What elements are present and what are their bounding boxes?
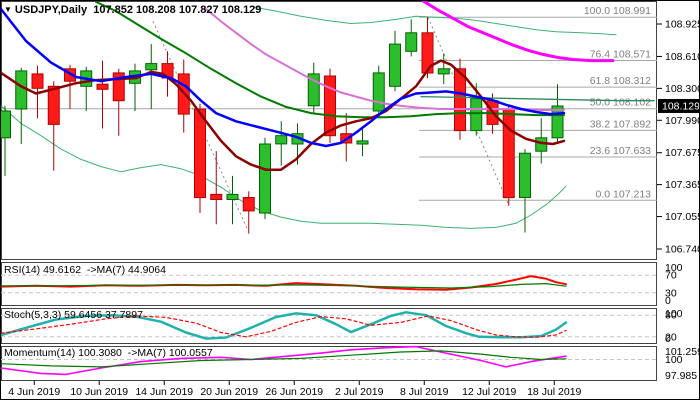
candle-body [324,75,336,137]
candle-body [31,73,44,89]
candle-body [421,32,434,74]
fib-level-label: 23.6 107.633 [590,145,651,157]
candle-body [275,135,288,145]
candle-body [47,85,60,125]
momentum-axis-label: 97.985 [665,370,697,382]
stoch-axis-label: 0 [665,333,671,345]
envelope-lower [1,105,567,229]
candle-body [210,193,223,200]
fib-trendline [427,17,510,206]
time-axis-label: 20 Jun 2019 [200,386,258,398]
stoch-axis-label: 80 [665,310,677,322]
candle-body [372,72,385,112]
candle-body [112,72,125,102]
fib-level-label: 0.0 107.213 [596,188,652,200]
rsi-axis-label: 30 [665,287,677,299]
momentum-axis-label: 101.2597 [665,346,700,358]
candle-body [519,152,531,198]
rsi-line [1,275,567,291]
momentum-indicator-label: Momentum(14) 100.3080 ->MA(7) 100.0557 [4,347,213,359]
fib-level-label: 76.4 108.571 [590,49,651,61]
price-axis-label: 106.740 [665,244,700,256]
candle-body [194,108,206,199]
rsi-axis-label: 100 [665,262,683,274]
stoch-k-line [1,311,568,340]
symbol-marker-icon: ▼ [4,5,12,14]
rsi-axis-label: 0 [665,295,671,307]
price-axis-label: 108.610 [665,51,700,63]
stoch-d-line [1,315,567,338]
rsi-axis-label: 70 [665,270,677,282]
candle-body [405,32,418,52]
time-axis-label: 12 Jul 2019 [462,386,516,398]
time-axis-label: 18 Jul 2019 [527,386,581,398]
fib-level-label: 50.0 108.102 [590,97,651,109]
current-price-badge [658,98,699,113]
price-axis-label: 107.990 [665,115,700,127]
price-axis-label: 107.675 [665,147,700,159]
time-axis-label: 26 Jun 2019 [265,386,323,398]
rsi-panel-border [1,262,657,306]
candle-body [64,68,76,82]
momentum-ma-line [1,350,567,368]
candle-body [502,108,515,199]
candle-body [551,105,564,139]
time-axis-label: 10 Jun 2019 [70,386,128,398]
momentum-axis-label: 100 [665,354,683,366]
candle-body [470,98,483,132]
ma-magenta [421,1,615,63]
current-price-label: 108.129 [662,100,700,112]
momentum-line [1,345,567,376]
stoch-panel-border [1,308,657,344]
ma-green-slow [95,1,565,119]
ma-green-flat [420,95,655,102]
candle-body [15,70,28,110]
price-axis-label: 108.925 [665,19,700,31]
stoch-axis-label: 100 [665,308,683,320]
candle-body [389,43,401,87]
candle-body [242,197,255,212]
fib-level-label: 100.0 108.991 [584,5,651,17]
candle-body [1,110,11,139]
candle-body [437,68,450,75]
time-axis-label: 8 Jul 2019 [400,386,449,398]
price-axis-label: 107.055 [665,211,700,223]
rsi-ma-line [1,283,567,289]
stoch-indicator-label: Stoch(5,3,3) 59.6456 37.7897 [4,309,143,321]
candle-body [96,83,109,90]
price-axis-label: 108.300 [665,83,700,95]
candle-body [145,63,158,71]
candle-body [259,143,271,214]
time-axis-label: 4 Jun 2019 [8,386,60,398]
time-axis-label: 2 Jul 2019 [335,386,384,398]
fib-level-label: 38.2 107.892 [590,118,651,130]
candle-body [454,68,466,132]
chart-title-ohlc: 107.852 108.208 107.827 108.129 [93,4,262,16]
time-axis-label: 14 Jun 2019 [135,386,193,398]
price-axis-label: 107.365 [665,179,700,191]
candle-body [307,73,320,107]
ma-blue [1,7,566,148]
chart-title: ▼ USDJPY,Daily 107.852 108.208 107.827 10… [4,5,261,16]
envelope-upper [253,6,617,36]
candle-body [226,193,239,200]
rsi-indicator-label: RSI(14) 49.6162 ->MA(7) 44.9064 [4,264,166,276]
candle-body [356,140,369,145]
chart-title-symbol: USDJPY,Daily [14,4,88,16]
stoch-axis-label: 20 [665,331,677,343]
ma-violet [205,8,565,111]
fib-level-label: 61.8 108.312 [590,75,651,87]
